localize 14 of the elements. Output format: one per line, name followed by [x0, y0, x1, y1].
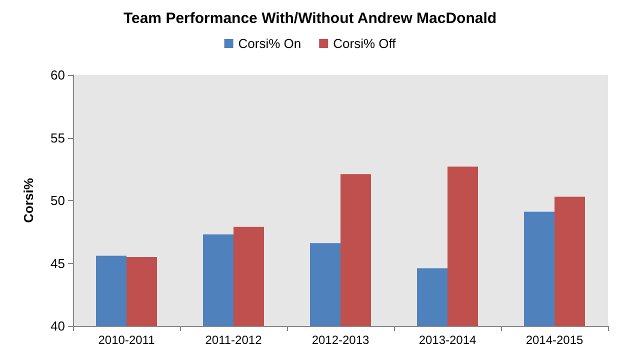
chart-title: Team Performance With/Without Andrew MacDonald — [123, 10, 497, 27]
y-tick-label: 60 — [50, 68, 65, 82]
x-tick-label: 2011-2012 — [205, 333, 262, 347]
y-tick-label: 55 — [50, 130, 65, 146]
y-axis-title: Corsi% — [21, 178, 36, 223]
x-tick-label: 2014-2015 — [526, 333, 584, 347]
legend-label: Corsi% Off — [333, 36, 396, 51]
y-tick-label: 50 — [50, 193, 65, 208]
y-tick-label: 40 — [50, 318, 65, 334]
legend-label: Corsi% On — [238, 36, 302, 51]
x-tick-label: 2010-2011 — [98, 333, 156, 347]
y-tick-label: 45 — [50, 256, 65, 271]
x-tick-label: 2012-2013 — [312, 333, 370, 347]
x-tick-label: 2013-2014 — [418, 333, 477, 347]
